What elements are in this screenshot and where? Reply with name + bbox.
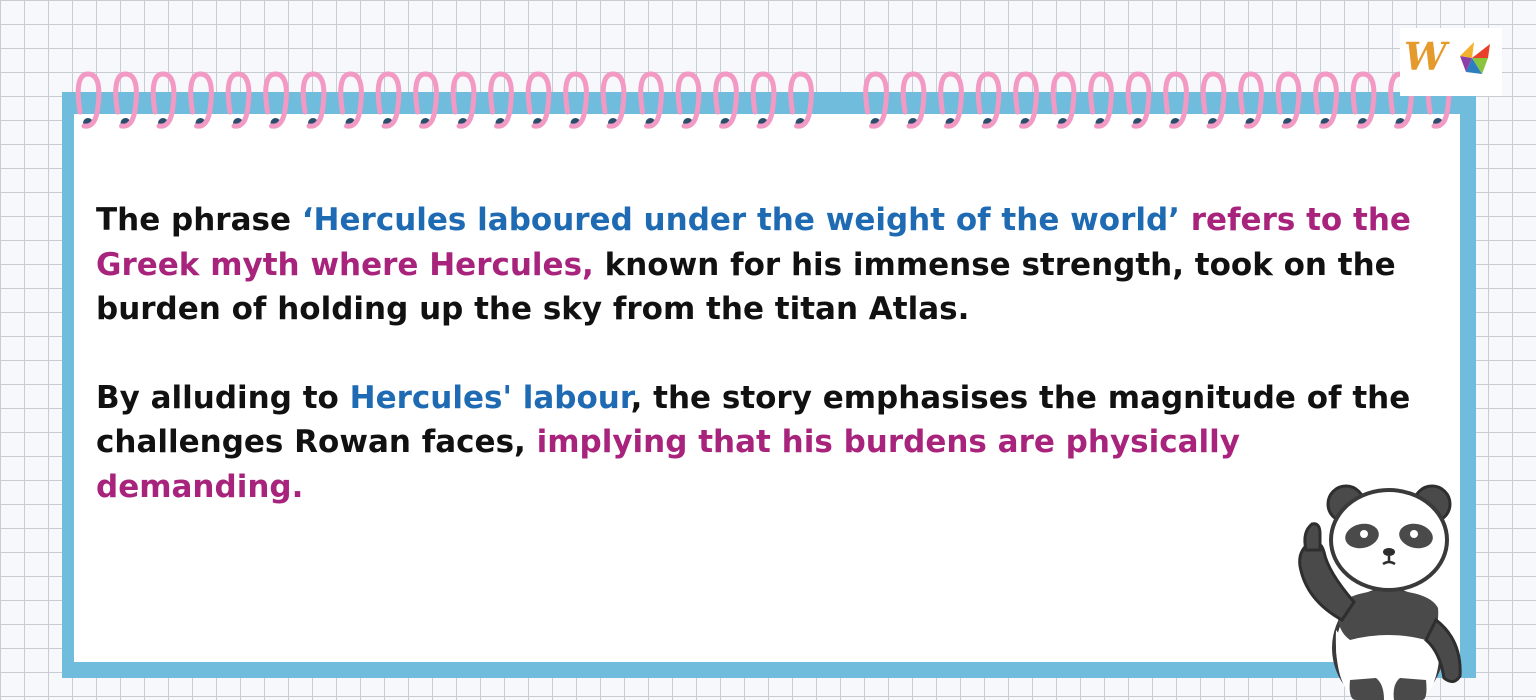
panda-pointing-icon	[1298, 484, 1462, 700]
p2-intro: By alluding to	[96, 379, 350, 416]
p1-rest: known for his immense strength, took on …	[96, 246, 1396, 328]
binding-ring	[1200, 71, 1227, 129]
notebook-frame	[62, 92, 1476, 678]
binding-ring	[413, 71, 439, 129]
binding-ring	[1238, 71, 1264, 129]
paragraph-2: By alluding to Hercules' labour, the sto…	[96, 376, 1426, 510]
binding-ring	[638, 71, 664, 129]
p1-highlight: refers to the Greek myth where Hercules,	[96, 202, 1411, 283]
notebook-sheet	[74, 114, 1460, 662]
paragraph-1: The phrase ‘Hercules laboured under the …	[96, 198, 1426, 332]
p1-quote: ‘Hercules laboured under the weight of t…	[301, 202, 1180, 238]
p2-middle: , the story emphasises the magnitude of …	[96, 379, 1411, 461]
binding-ring	[188, 71, 214, 129]
spiral-binding	[75, 71, 1452, 129]
binding-ring	[375, 71, 402, 129]
p2-highlight-magenta: implying that his burdens are physically…	[96, 424, 1240, 505]
binding-ring	[1313, 71, 1339, 129]
binding-ring	[600, 71, 627, 129]
binding-ring	[150, 71, 177, 129]
windmill-logo-icon	[1460, 42, 1490, 74]
p1-intro: The phrase	[96, 202, 302, 238]
binding-ring	[1050, 71, 1077, 129]
binding-ring	[1125, 71, 1152, 129]
p2-highlight-blue: Hercules' labour	[349, 379, 631, 416]
binding-ring	[563, 71, 589, 129]
brand-logo: W	[1400, 28, 1502, 96]
binding-ring	[1013, 71, 1039, 129]
explanation-text: The phrase ‘Hercules laboured under the …	[96, 198, 1426, 553]
binding-ring	[975, 71, 1002, 129]
binding-ring	[750, 71, 777, 129]
binding-ring	[525, 71, 552, 129]
binding-ring	[263, 71, 289, 129]
binding-ring	[338, 71, 364, 129]
binding-ring	[788, 71, 814, 129]
binding-ring	[75, 71, 102, 129]
binding-ring	[450, 71, 477, 129]
binding-ring	[225, 71, 252, 129]
p1-space	[1180, 202, 1191, 238]
binding-ring	[1163, 71, 1189, 129]
binding-ring	[300, 71, 327, 129]
binding-ring	[1350, 71, 1377, 129]
binding-ring	[863, 71, 889, 129]
binding-ring	[675, 71, 702, 129]
binding-ring	[900, 71, 927, 129]
binding-ring	[938, 71, 964, 129]
binding-ring	[113, 71, 139, 129]
binding-ring	[488, 71, 514, 129]
logo-letter: W	[1404, 34, 1447, 79]
binding-ring	[1088, 71, 1114, 129]
binding-ring	[713, 71, 739, 129]
binding-ring	[1275, 71, 1302, 129]
